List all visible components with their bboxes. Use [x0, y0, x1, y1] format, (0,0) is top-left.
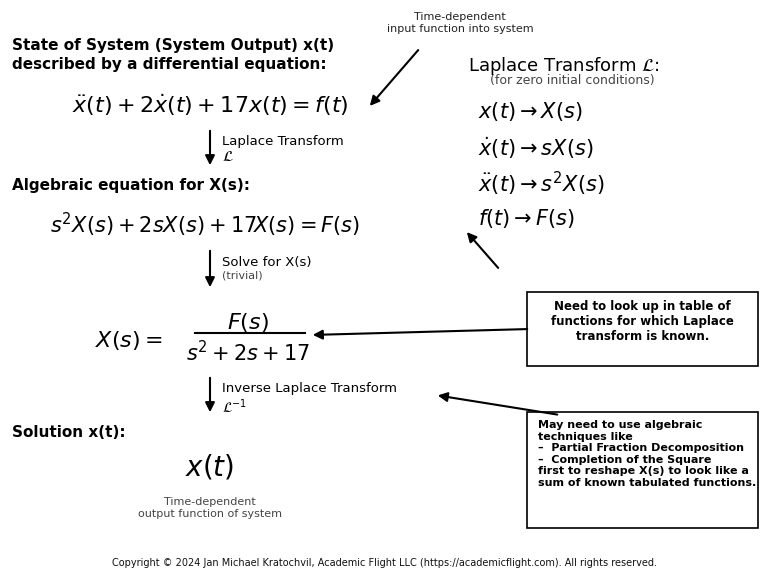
Text: $\dot{x}(t) \rightarrow sX(s)$: $\dot{x}(t) \rightarrow sX(s)$: [478, 135, 594, 161]
Text: Time-dependent
output function of system: Time-dependent output function of system: [138, 497, 282, 518]
Text: $\ddot{x}(t) + 2\dot{x}(t) + 17x(t) = f(t)$: $\ddot{x}(t) + 2\dot{x}(t) + 17x(t) = f(…: [71, 92, 349, 118]
Text: $x(t)$: $x(t)$: [185, 453, 234, 482]
Text: (for zero initial conditions): (for zero initial conditions): [490, 74, 654, 87]
Text: Laplace Transform $\mathcal{L}$:: Laplace Transform $\mathcal{L}$:: [468, 55, 660, 77]
Text: Solve for X(s): Solve for X(s): [222, 256, 312, 269]
Text: $\ddot{x}(t) \rightarrow s^2X(s)$: $\ddot{x}(t) \rightarrow s^2X(s)$: [478, 170, 604, 198]
Text: Inverse Laplace Transform: Inverse Laplace Transform: [222, 382, 397, 395]
Text: May need to use algebraic
techniques like
–  Partial Fraction Decomposition
–  C: May need to use algebraic techniques lik…: [538, 420, 756, 488]
Text: $x(t) \rightarrow X(s)$: $x(t) \rightarrow X(s)$: [478, 100, 583, 123]
Text: (trivial): (trivial): [222, 270, 263, 280]
Text: Laplace Transform: Laplace Transform: [222, 135, 344, 148]
Text: State of System (System Output) x(t)
described by a differential equation:: State of System (System Output) x(t) des…: [12, 38, 334, 71]
Text: $f(t) \rightarrow F(s)$: $f(t) \rightarrow F(s)$: [478, 207, 574, 230]
Text: $\mathcal{L}$: $\mathcal{L}$: [222, 150, 234, 164]
Text: $X(s) = $: $X(s) = $: [95, 328, 163, 351]
FancyBboxPatch shape: [527, 412, 758, 528]
FancyBboxPatch shape: [527, 292, 758, 366]
Text: Copyright © 2024 Jan Michael Kratochvil, Academic Flight LLC (https://academicfl: Copyright © 2024 Jan Michael Kratochvil,…: [111, 558, 657, 568]
Text: Need to look up in table of
functions for which Laplace
transform is known.: Need to look up in table of functions fo…: [551, 300, 734, 343]
Text: $\mathcal{L}^{-1}$: $\mathcal{L}^{-1}$: [222, 397, 247, 416]
Text: Time-dependent
input function into system: Time-dependent input function into syste…: [386, 12, 533, 33]
Text: Algebraic equation for X(s):: Algebraic equation for X(s):: [12, 178, 250, 193]
Text: $s^2 + 2s + 17$: $s^2 + 2s + 17$: [186, 340, 310, 366]
Text: $F(s)$: $F(s)$: [227, 312, 269, 335]
Text: Solution x(t):: Solution x(t):: [12, 425, 126, 440]
Text: $s^2X(s) + 2sX(s) + 17X(s) = F(s)$: $s^2X(s) + 2sX(s) + 17X(s) = F(s)$: [50, 211, 360, 239]
